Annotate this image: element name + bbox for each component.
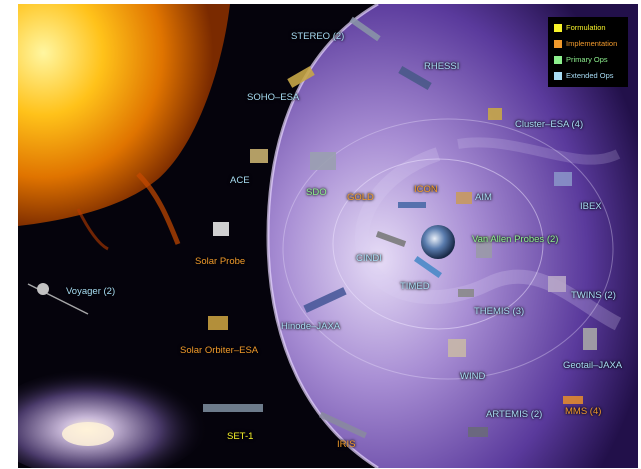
legend-label: Primary Ops [566,55,608,65]
label-van-allen-probes: Van Allen Probes (2) [472,234,559,245]
label-artemis: ARTEMIS (2) [486,409,543,420]
label-twins: TWINS (2) [571,290,616,301]
label-geotail: Geotail–JAXA [563,360,623,371]
space-scene [18,4,638,468]
label-gold: GOLD [347,192,374,203]
earth [421,225,455,259]
legend-swatch [554,56,562,64]
spacecraft-icons [27,16,597,439]
legend-item-implementation: Implementation [554,38,617,50]
label-ibex: IBEX [580,201,602,212]
label-themis: THEMIS (3) [474,306,525,317]
label-iris: IRIS [337,439,356,450]
label-voyager: Voyager (2) [66,286,116,297]
label-soho: SOHO–ESA [247,92,300,103]
legend-swatch [554,40,562,48]
label-cindi: CINDI [356,253,382,264]
status-legend: Formulation Implementation Primary Ops E… [548,17,628,87]
legend-label: Formulation [566,23,606,33]
label-timed: TIMED [400,281,430,292]
label-icon: ICON [414,184,438,195]
label-ace: ACE [230,175,250,186]
sun [18,4,230,251]
label-stereo: STEREO (2) [291,31,345,42]
label-hinode: Hinode–JAXA [281,321,341,332]
label-cluster: Cluster–ESA (4) [515,119,584,130]
legend-swatch [554,24,562,32]
legend-swatch [554,72,562,80]
galaxy [18,369,208,468]
legend-item-primary-ops: Primary Ops [554,54,608,66]
label-sdo: SDO [306,187,327,198]
label-aim: AIM [475,192,492,203]
legend-label: Extended Ops [566,71,614,81]
label-rhessi: RHESSI [424,61,460,72]
label-set-1: SET-1 [227,431,254,442]
label-solar-orbiter: Solar Orbiter–ESA [180,345,259,356]
label-wind: WIND [460,371,486,382]
label-mms: MMS (4) [565,406,602,417]
label-solar-probe: Solar Probe [195,256,246,267]
legend-item-extended-ops: Extended Ops [554,70,614,82]
legend-item-formulation: Formulation [554,22,606,34]
legend-label: Implementation [566,39,618,49]
